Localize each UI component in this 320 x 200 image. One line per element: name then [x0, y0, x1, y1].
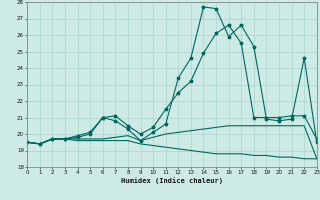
X-axis label: Humidex (Indice chaleur): Humidex (Indice chaleur)	[121, 177, 223, 184]
